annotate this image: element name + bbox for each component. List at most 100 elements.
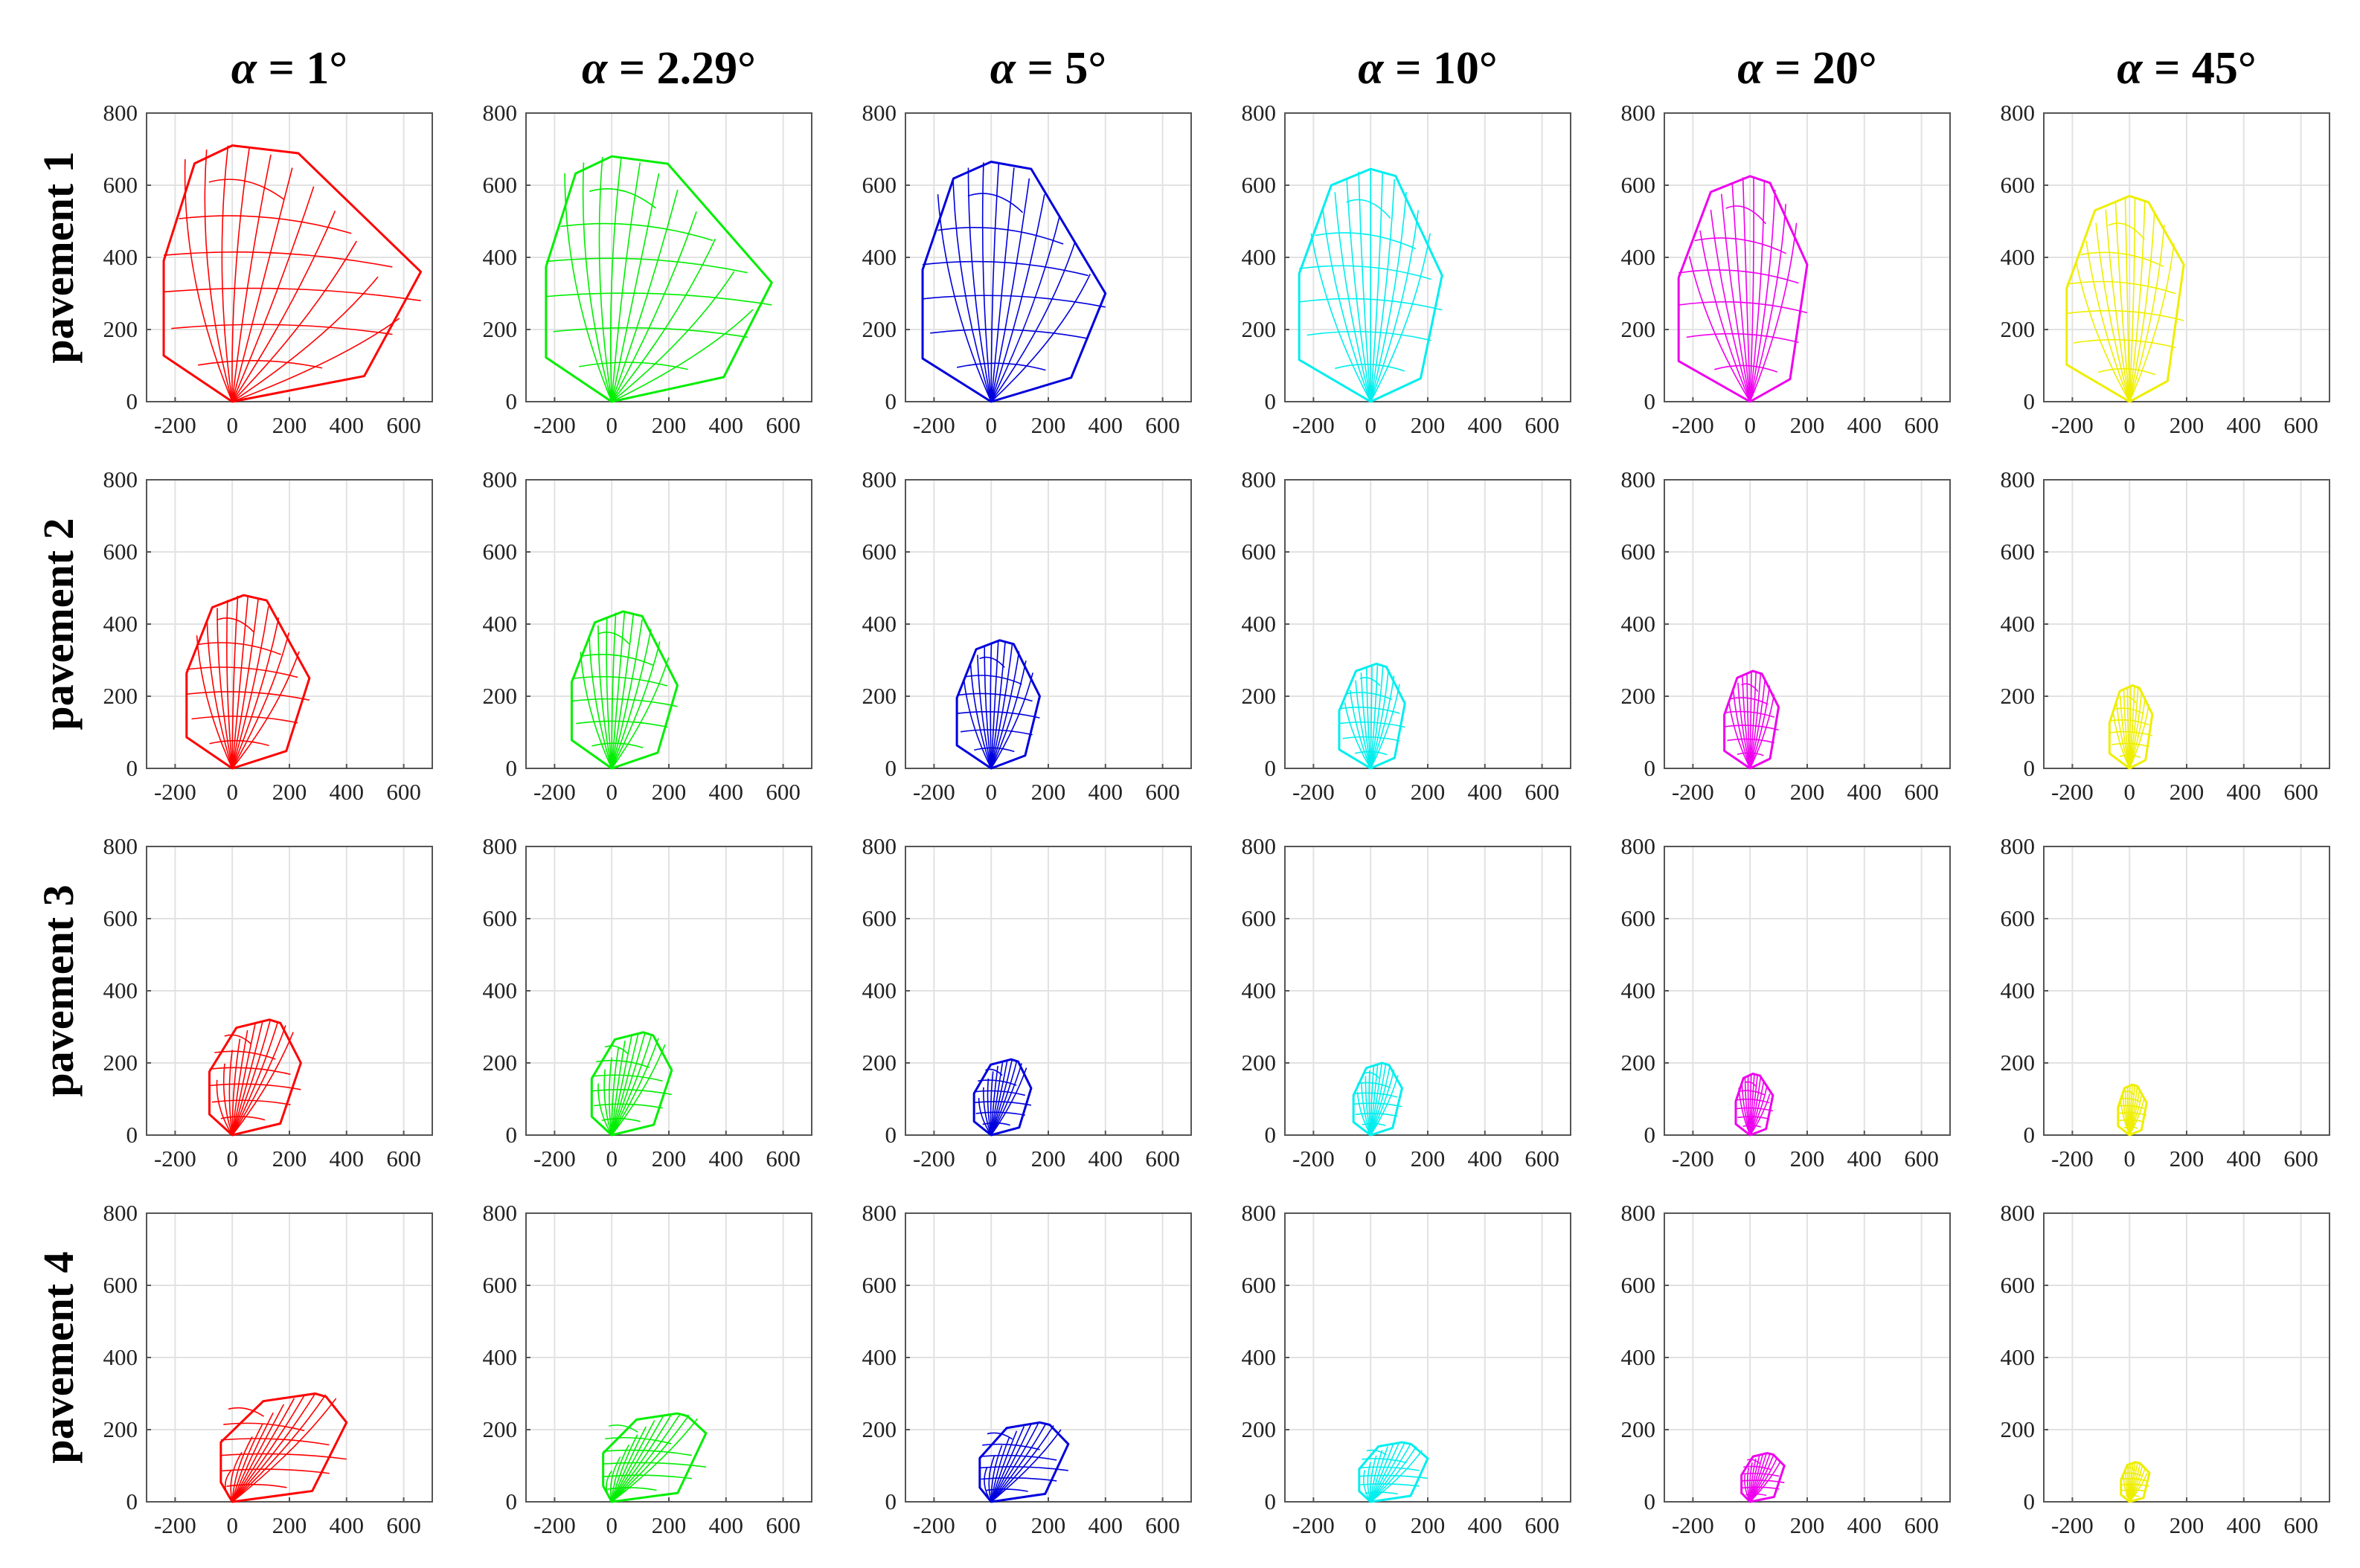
wireframe-parallel xyxy=(2119,754,2141,759)
wireframe-meridian xyxy=(611,309,754,402)
wireframe-parallel xyxy=(163,287,421,302)
y-tick-label: 400 xyxy=(1621,977,1656,1003)
y-tick-label: 800 xyxy=(103,466,138,492)
wireframe-meridian xyxy=(221,145,233,402)
x-tick-label: 400 xyxy=(330,1146,365,1172)
y-tick-label: 400 xyxy=(483,977,518,1003)
wireframe-meridian xyxy=(1749,671,1757,769)
wireframe-parallel xyxy=(186,666,298,678)
x-tick-label: 600 xyxy=(1524,779,1559,805)
y-tick-label: 600 xyxy=(103,1272,138,1298)
wireframe-parallel xyxy=(2109,730,2153,736)
x-tick-label: -200 xyxy=(913,779,955,805)
panel-r1-c1: -200 0 200 400 600 0 200 400 600 800 xyxy=(103,100,433,438)
wireframe-parallel xyxy=(1359,1474,1428,1479)
wireframe-parallel xyxy=(1365,1072,1380,1079)
wireframe-parallel xyxy=(220,1438,330,1446)
wireframe-meridian xyxy=(1322,210,1371,402)
y-tick-label: 400 xyxy=(103,977,138,1003)
y-tick-label: 0 xyxy=(885,755,897,781)
wireframe-meridian xyxy=(990,194,1045,402)
wireframe-parallel xyxy=(597,632,631,646)
wireframe-meridian xyxy=(1360,672,1371,769)
wireframe-meridian xyxy=(231,1020,263,1136)
wireframe-meridian xyxy=(611,1413,673,1503)
wireframe-parallel xyxy=(1741,1479,1785,1483)
y-tick-label: 200 xyxy=(483,683,518,709)
y-tick-label: 0 xyxy=(126,1488,138,1514)
y-tick-label: 600 xyxy=(103,539,138,565)
wireframe-parallel xyxy=(1355,1112,1398,1117)
alpha-symbol: α xyxy=(1358,43,1385,94)
y-tick-label: 200 xyxy=(483,316,518,342)
wireframe-parallel xyxy=(2073,338,2176,349)
x-tick-label: 400 xyxy=(330,779,365,805)
wireframe-meridian xyxy=(1370,1443,1411,1503)
wireframe-parallel xyxy=(1360,1483,1420,1487)
wireframe-meridian xyxy=(1370,171,1383,402)
x-tick-label: 400 xyxy=(2227,779,2262,805)
wireframe-parallel xyxy=(1727,738,1775,744)
wireframe-meridian xyxy=(611,189,679,402)
wireframe-parallel xyxy=(2117,1105,2145,1110)
y-tick-label: 600 xyxy=(103,172,138,198)
wireframe-meridian xyxy=(184,159,233,402)
x-tick-label: -200 xyxy=(1672,1146,1714,1172)
x-tick-label: 200 xyxy=(1790,1146,1825,1172)
row-header-pavement-1: pavement 1 xyxy=(34,151,83,363)
y-tick-label: 200 xyxy=(862,1416,897,1442)
wireframe-outline xyxy=(570,610,679,770)
wireframe-outline xyxy=(185,594,311,770)
wireframe-parallel xyxy=(580,654,654,666)
wireframe-contact-shape xyxy=(1338,662,1406,770)
wireframe-parallel xyxy=(545,292,772,306)
x-tick-label: 0 xyxy=(2123,779,2135,805)
x-tick-label: -200 xyxy=(2051,1146,2094,1172)
x-tick-label: 200 xyxy=(1411,1146,1446,1172)
x-tick-label: 600 xyxy=(1524,1146,1559,1172)
wireframe-meridian xyxy=(1749,1087,1768,1136)
panel-r1-c2: -200 0 200 400 600 0 200 400 600 800 xyxy=(483,100,812,438)
wireframe-meridian xyxy=(231,595,249,769)
y-tick-label: 400 xyxy=(1621,611,1656,637)
panel-grid: -200 0 200 400 600 0 200 400 600 800 -200 0 200 400 60… xyxy=(103,100,2330,1538)
wireframe-meridian xyxy=(990,1059,1013,1136)
y-tick-label: 0 xyxy=(506,1488,518,1514)
x-tick-label: 0 xyxy=(1744,1512,1756,1538)
y-tick-label: 0 xyxy=(1644,388,1656,414)
wireframe-parallel xyxy=(578,362,688,370)
wireframe-parallel xyxy=(2114,707,2144,715)
wireframe-meridian xyxy=(609,1057,612,1136)
wireframe-parallel xyxy=(191,716,298,724)
wireframe-parallel xyxy=(223,1422,305,1432)
y-tick-label: 400 xyxy=(862,611,897,637)
y-tick-label: 600 xyxy=(483,905,518,931)
x-tick-label: 0 xyxy=(985,412,997,438)
wireframe-meridian xyxy=(1749,180,1766,402)
y-tick-label: 200 xyxy=(2001,1050,2036,1076)
y-tick-label: 0 xyxy=(2024,755,2036,781)
wireframe-meridian xyxy=(611,1415,690,1503)
x-tick-label: 200 xyxy=(652,1512,687,1538)
alpha-value-label: = 5° xyxy=(1016,43,1106,94)
wireframe-parallel xyxy=(2108,222,2145,240)
wireframe-meridian xyxy=(582,162,612,402)
wireframe-contact-shape xyxy=(921,160,1107,403)
wireframe-parallel xyxy=(222,1468,330,1474)
panel-r4-c2: -200 0 200 400 600 0 200 400 600 800 xyxy=(483,1200,812,1538)
y-tick-label: 600 xyxy=(862,1272,897,1298)
wireframe-meridian xyxy=(1334,192,1371,402)
wireframe-outline xyxy=(1352,1061,1403,1137)
wireframe-outline xyxy=(1358,1441,1429,1503)
wireframe-parallel xyxy=(2120,1483,2150,1487)
y-tick-label: 400 xyxy=(1242,244,1277,270)
wireframe-meridian xyxy=(231,651,300,769)
y-tick-label: 600 xyxy=(2001,172,2036,198)
wireframe-meridian xyxy=(1749,1460,1782,1503)
wireframe-meridian xyxy=(231,186,315,402)
wireframe-parallel xyxy=(604,1045,629,1055)
wireframe-parallel xyxy=(974,1101,1032,1106)
y-tick-label: 200 xyxy=(1242,683,1277,709)
x-tick-label: 400 xyxy=(1847,1512,1882,1538)
